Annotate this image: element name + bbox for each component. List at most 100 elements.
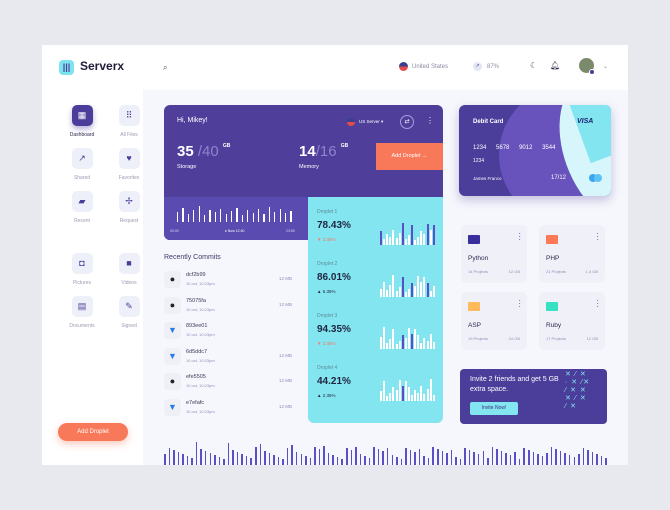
more-icon[interactable]: · · · bbox=[518, 296, 521, 311]
sparkline-bar bbox=[407, 328, 410, 349]
activity-bar bbox=[327, 453, 330, 465]
sparkline-bar bbox=[411, 225, 413, 245]
search-icon[interactable]: ⌕ bbox=[163, 63, 168, 72]
activity-bar bbox=[482, 451, 484, 465]
bell-icon[interactable]: 🔔︎ bbox=[550, 61, 561, 70]
activity-bar bbox=[514, 452, 516, 465]
activity-bar bbox=[204, 451, 207, 465]
activity-bar bbox=[473, 452, 475, 465]
sidebar-item-signed[interactable]: ✎ Signed bbox=[107, 296, 151, 329]
activity-bar bbox=[509, 455, 512, 465]
card-holder: James Franco bbox=[473, 176, 502, 181]
activity-bar bbox=[336, 457, 339, 465]
sidebar-item-label: Signed bbox=[121, 323, 137, 329]
document-icon: ▤ bbox=[71, 296, 93, 317]
activity-bar bbox=[223, 459, 225, 465]
sidebar-item-documents[interactable]: ▤ Documents bbox=[60, 296, 104, 329]
activity-bar bbox=[314, 447, 316, 465]
activity-bar bbox=[532, 452, 535, 465]
avatar-badge bbox=[589, 69, 595, 75]
sparkline-bar bbox=[414, 329, 417, 349]
folder-name: PHP bbox=[546, 255, 560, 262]
sparkline-bar bbox=[383, 282, 386, 297]
sidebar-item-favorites[interactable]: ♥ Favorites bbox=[107, 148, 151, 181]
invite-banner: Invite 2 friends and get 5 GB extra spac… bbox=[460, 369, 607, 424]
sidebar-item-pictures[interactable]: ◘ Pictures bbox=[60, 253, 104, 286]
folder-size: 12 GB bbox=[508, 269, 520, 274]
commit-row[interactable]: ▼ e7efafc 10 oct, 10:23pm 12 MB bbox=[164, 398, 292, 423]
sidebar-item-label: Shared bbox=[73, 175, 91, 181]
country-selector[interactable]: United States bbox=[412, 64, 449, 70]
server-selector[interactable]: US Server ▾ bbox=[359, 119, 384, 124]
commit-row[interactable]: ● 75075fa 10 oct, 10:23pm 12 MB bbox=[164, 296, 292, 321]
folder-card-python[interactable]: · · · Python 14 Projects 12 GB bbox=[461, 225, 527, 283]
droplet-stat[interactable]: Droplet 4 44.21% ▲ 2.35% bbox=[317, 365, 351, 398]
sidebar-item-dashboard[interactable]: ▦ Dashboard bbox=[60, 105, 104, 138]
timeline-bar bbox=[241, 215, 244, 222]
commit-row[interactable]: ▼ 893ee01 10 oct, 10:23pm bbox=[164, 322, 292, 346]
sparkline-bar bbox=[383, 381, 386, 401]
time-end: 23:59 bbox=[286, 229, 295, 233]
droplet-stat[interactable]: Droplet 3 94.35% ▼ 2.35% bbox=[317, 313, 351, 346]
bitbucket-icon: ▼ bbox=[164, 398, 181, 416]
more-icon[interactable]: · · · bbox=[596, 296, 599, 311]
chevron-down-icon[interactable]: ⌄ bbox=[603, 64, 609, 70]
droplet-sparkline bbox=[380, 275, 436, 297]
commit-row[interactable]: ▼ 6d5ddc7 10 oct, 10:23pm 12 MB bbox=[164, 347, 292, 372]
activity-bar bbox=[605, 458, 607, 465]
sparkline-bar bbox=[429, 230, 432, 245]
sparkline-bar bbox=[398, 233, 401, 245]
commit-row[interactable]: ● efe5505 10 oct, 10:23pm 12 MB bbox=[164, 373, 292, 397]
activity-bar bbox=[295, 452, 298, 465]
more-icon[interactable]: · · · bbox=[518, 229, 521, 244]
activity-bar bbox=[564, 453, 566, 465]
timeline-bar bbox=[177, 212, 179, 222]
folder-projects: 17 Projects bbox=[546, 336, 567, 341]
timeline-bar bbox=[214, 212, 217, 222]
flag-icon bbox=[399, 62, 408, 71]
folder-card-ruby[interactable]: · · · Ruby 17 Projects 12 GB bbox=[539, 292, 605, 350]
share-icon: ↗ bbox=[71, 148, 93, 169]
activity-bar bbox=[455, 457, 457, 465]
folder-name: Python bbox=[468, 255, 489, 262]
activity-bar bbox=[468, 450, 471, 465]
folder-size: 1.4 GB bbox=[585, 269, 598, 274]
commit-row[interactable]: ● dcf2b99 10 oct, 10:23pm 12 MB bbox=[164, 271, 292, 295]
sparkline-bar bbox=[420, 343, 423, 349]
folder-card-php[interactable]: · · · PHP 21 Projects 1.4 GB bbox=[539, 225, 605, 283]
activity-bar bbox=[491, 447, 494, 465]
debit-card[interactable]: Debit Card VISA 1234 5678 9012 3544 1234… bbox=[459, 105, 611, 196]
sidebar-item-request[interactable]: ✢ Request bbox=[107, 191, 151, 224]
moon-icon[interactable]: ☾ bbox=[530, 61, 538, 70]
activity-bar bbox=[277, 457, 280, 465]
sparkline-bar bbox=[417, 335, 420, 349]
card-title: Debit Card bbox=[473, 119, 504, 125]
activity-bar bbox=[396, 457, 398, 465]
droplet-stat[interactable]: Droplet 1 78.43% ▼ 2.35% bbox=[317, 209, 351, 242]
sidebar-item-recent[interactable]: ▰ Recent bbox=[60, 191, 104, 224]
folder-card-asp[interactable]: · · · ASP 19 Projects 24 GB bbox=[461, 292, 527, 350]
more-icon[interactable]: · · · bbox=[596, 229, 599, 244]
sidebar: ||| Serverx Add Droplet ▦ Dashboard ⠿ All F… bbox=[42, 45, 143, 465]
activity-bar bbox=[350, 450, 353, 465]
sparkline-bar bbox=[404, 338, 407, 349]
add-droplet-button[interactable]: Add Droplet → bbox=[376, 143, 443, 170]
activity-bar bbox=[537, 454, 539, 465]
activity-bar bbox=[177, 452, 180, 465]
activity-bar bbox=[186, 456, 189, 465]
activity-bar bbox=[268, 453, 271, 465]
sidebar-item-shared[interactable]: ↗ Shared bbox=[60, 148, 104, 181]
sparkline-bar bbox=[414, 390, 417, 401]
droplet-stat[interactable]: Droplet 2 86.01% ▲ 5.35% bbox=[317, 261, 351, 294]
more-icon[interactable]: ⋮ bbox=[426, 116, 434, 125]
sparkline-bar bbox=[417, 393, 420, 401]
add-droplet-button[interactable]: Add Droplet bbox=[58, 423, 128, 441]
sidebar-item-videos[interactable]: ■ Videos bbox=[107, 253, 151, 286]
settings-toggle-icon[interactable]: ⇄ bbox=[400, 115, 414, 129]
sparkline-bar bbox=[401, 335, 404, 349]
activity-bar bbox=[200, 449, 202, 465]
sparkline-bar bbox=[380, 289, 382, 297]
sparkline-bar bbox=[432, 342, 435, 349]
invite-now-button[interactable]: Invite Now! bbox=[470, 402, 518, 415]
sidebar-item-all-files[interactable]: ⠿ All Files bbox=[107, 105, 151, 138]
